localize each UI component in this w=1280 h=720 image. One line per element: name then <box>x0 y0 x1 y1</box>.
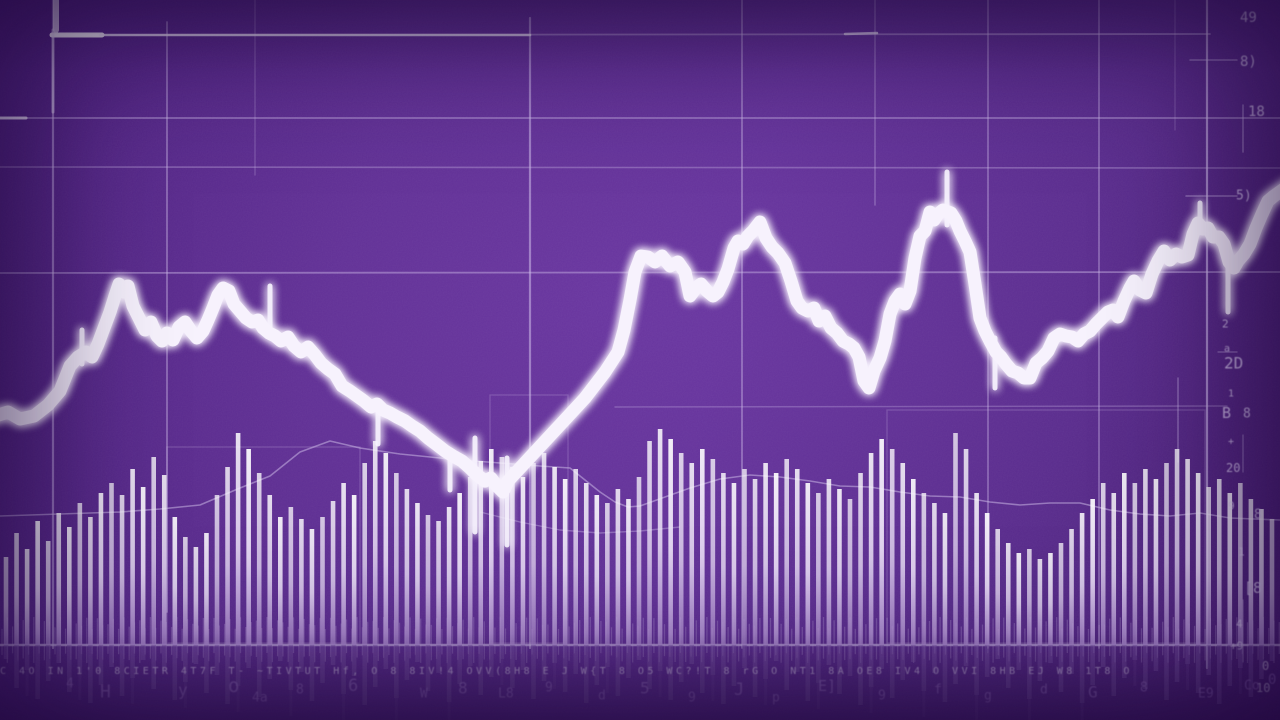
film-grain-overlay <box>0 0 1280 720</box>
stock-chart: C 4O IN 1'0 8CIETR 4T7F T- ~TIVTUT Hf, O… <box>0 0 1280 720</box>
chart-canvas <box>0 0 1280 720</box>
